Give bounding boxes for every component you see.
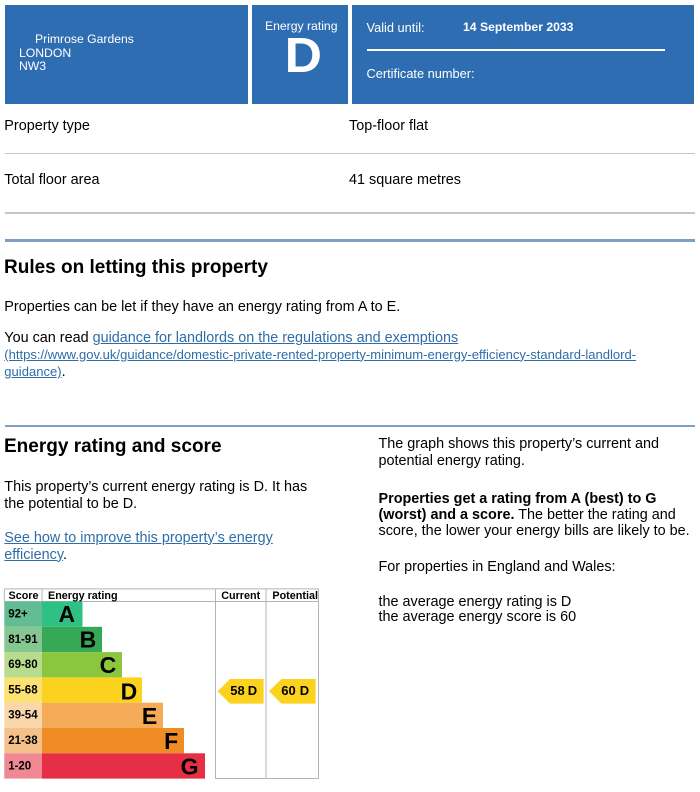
svg-text:69-80: 69-80 <box>8 659 37 671</box>
svg-text:B: B <box>80 626 97 652</box>
svg-text:D: D <box>248 683 257 698</box>
svg-text:58: 58 <box>230 683 244 698</box>
svg-text:C: C <box>100 652 117 678</box>
svg-text:92+: 92+ <box>8 609 28 621</box>
svg-text:55-68: 55-68 <box>8 684 38 696</box>
svg-text:D: D <box>121 678 138 704</box>
svg-text:39-54: 39-54 <box>8 710 38 722</box>
svg-text:A: A <box>58 601 75 627</box>
svg-text:Score: Score <box>9 590 39 602</box>
svg-text:60: 60 <box>281 683 295 698</box>
svg-text:F: F <box>164 728 178 754</box>
svg-text:G: G <box>181 754 199 780</box>
svg-text:Potential: Potential <box>272 590 318 602</box>
svg-text:D: D <box>300 683 309 698</box>
svg-text:81-91: 81-91 <box>8 634 38 646</box>
svg-text:E: E <box>142 703 157 729</box>
svg-text:1-20: 1-20 <box>8 760 31 772</box>
svg-text:Energy rating: Energy rating <box>48 590 118 602</box>
svg-text:21-38: 21-38 <box>8 735 38 747</box>
svg-text:Current: Current <box>221 590 260 602</box>
